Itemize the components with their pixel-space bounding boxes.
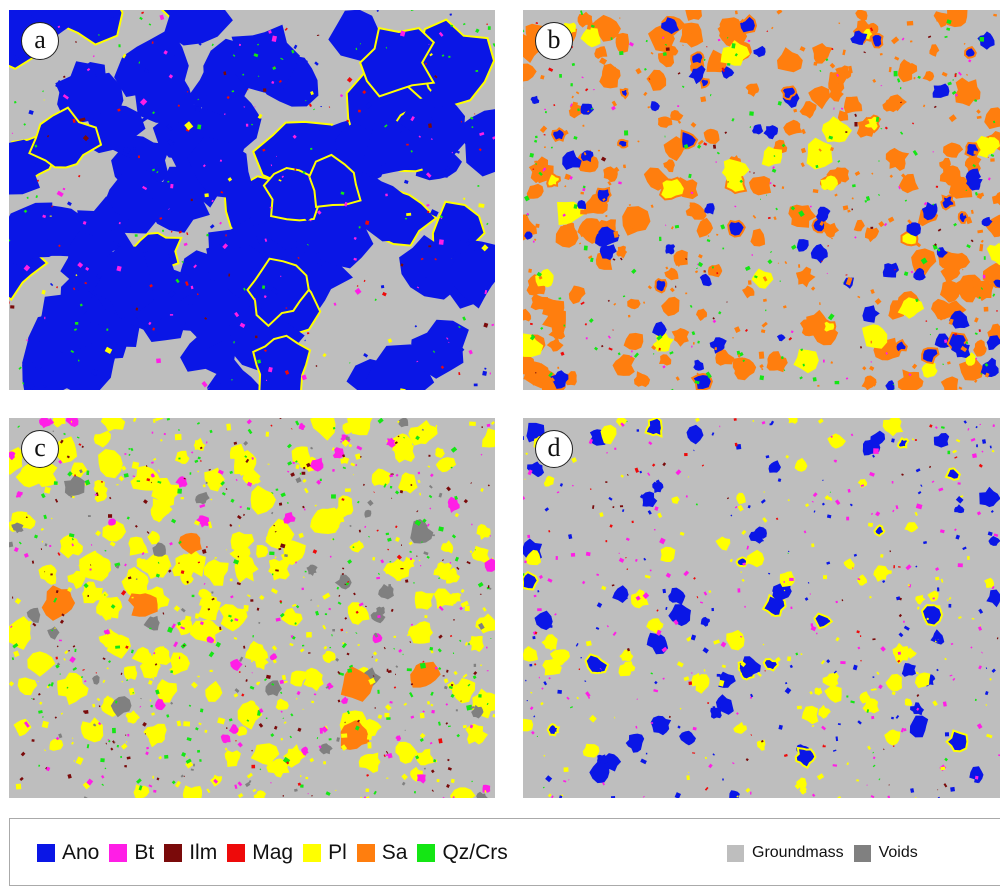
legend-swatch-pl <box>303 844 322 862</box>
legend: Ano Bt Ilm Mag Pl Sa Qz/Crs Groun <box>9 818 1000 886</box>
legend-label-voids: Voids <box>878 844 918 861</box>
legend-item-sa: Sa <box>356 841 408 865</box>
phase-map-a-image <box>9 10 495 390</box>
legend-label-sa: Sa <box>381 841 408 864</box>
legend-swatch-ano <box>37 844 55 862</box>
phase-map-panel-c: c <box>9 418 495 798</box>
legend-swatch-qz-crs <box>417 844 436 862</box>
legend-item-ilm: Ilm <box>164 841 217 865</box>
legend-item-mag: Mag <box>227 841 293 865</box>
legend-swatch-bt <box>109 844 128 862</box>
legend-label-mag: Mag <box>252 841 294 864</box>
panel-label-d: d <box>535 430 573 468</box>
legend-label-pl: Pl <box>328 841 347 864</box>
legend-swatch-mag <box>227 844 246 862</box>
legend-minerals: Ano Bt Ilm Mag Pl Sa Qz/Crs <box>37 841 518 865</box>
legend-label-groundmass: Groundmass <box>752 844 844 861</box>
phase-map-panel-a: a <box>9 10 495 390</box>
legend-swatch-sa <box>356 844 375 862</box>
legend-label-ilm: Ilm <box>189 841 218 864</box>
legend-swatch-groundmass <box>727 844 744 862</box>
phase-map-panel-b: b <box>523 10 1000 390</box>
panel-label-a: a <box>21 22 59 60</box>
legend-swatch-ilm <box>164 844 183 862</box>
legend-label-ano: Ano <box>62 841 100 864</box>
legend-item-voids: Voids <box>853 844 918 862</box>
legend-item-ano: Ano <box>37 841 99 865</box>
legend-background: Groundmass Voids <box>727 844 928 862</box>
phase-map-d-image <box>523 418 1000 798</box>
phase-map-c-image <box>9 418 495 798</box>
legend-label-qz-crs: Qz/Crs <box>442 841 508 864</box>
legend-item-bt: Bt <box>109 841 154 865</box>
phase-map-b-image <box>523 10 1000 390</box>
panel-label-c: c <box>21 430 59 468</box>
panel-label-b: b <box>535 22 573 60</box>
legend-swatch-voids <box>853 844 871 862</box>
legend-item-qz-crs: Qz/Crs <box>417 841 508 865</box>
legend-item-pl: Pl <box>303 841 347 865</box>
legend-label-bt: Bt <box>134 841 155 864</box>
legend-item-groundmass: Groundmass <box>727 844 844 862</box>
phase-map-panel-d: d <box>523 418 1000 798</box>
